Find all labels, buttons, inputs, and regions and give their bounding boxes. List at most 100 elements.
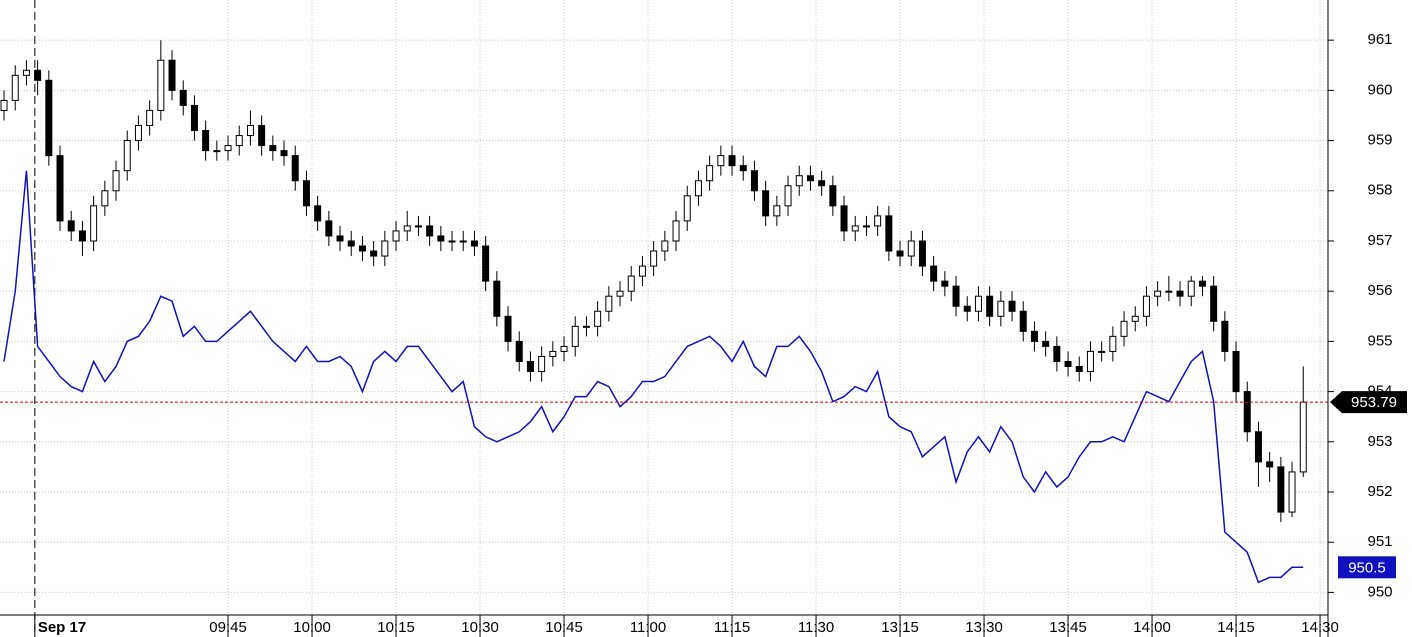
x-tick-label: 11:30 <box>798 619 834 636</box>
candle-body <box>1053 345 1061 362</box>
candle-body <box>728 155 736 167</box>
grid <box>0 0 1328 637</box>
candle-body <box>1277 466 1285 513</box>
y-tick-label: 961 <box>1367 31 1392 48</box>
candle-body <box>907 240 915 257</box>
candle-body <box>190 104 198 132</box>
candle-body <box>1243 391 1251 433</box>
candle-body <box>1131 315 1139 322</box>
line-series <box>3 170 1304 584</box>
candle-body <box>67 220 75 232</box>
candle-body <box>157 59 165 111</box>
candle-body <box>1154 290 1162 297</box>
candle-body <box>470 240 478 247</box>
candle-body <box>482 245 490 282</box>
candle-body <box>403 225 411 232</box>
candle-body <box>594 310 602 327</box>
candle-body <box>1142 295 1150 317</box>
candle-body <box>1042 340 1050 347</box>
candle-body <box>1098 350 1106 353</box>
x-tick-label: 10:30 <box>461 619 499 636</box>
candle-body <box>941 280 949 287</box>
candle-body <box>616 290 624 297</box>
candle-body <box>134 125 142 142</box>
candle-body <box>672 220 680 242</box>
candle-body <box>571 325 579 347</box>
candle-body <box>683 195 691 222</box>
candle-body <box>1064 360 1072 367</box>
candle-body <box>459 240 467 243</box>
candle-body <box>258 125 266 147</box>
candle-body <box>302 180 310 207</box>
x-tick-label: 13:30 <box>965 619 1003 636</box>
line-last-label: 950.5 <box>1348 559 1386 576</box>
candle-body <box>90 205 98 242</box>
y-tick-label: 958 <box>1367 182 1392 199</box>
candle-body <box>918 240 926 267</box>
candle-body <box>246 125 254 137</box>
candle-body <box>1266 461 1274 468</box>
candle-body <box>146 109 154 127</box>
candle-body <box>1299 401 1307 473</box>
x-tick-label: Sep 17 <box>38 619 86 636</box>
candle-body <box>437 235 445 242</box>
candle-body <box>952 285 960 307</box>
candle-body <box>963 305 971 312</box>
candle-body <box>1254 431 1262 463</box>
candle-body <box>347 240 355 247</box>
candle-body <box>426 225 434 237</box>
candle-body <box>1165 290 1173 293</box>
candle-body <box>1030 330 1038 342</box>
candle-body <box>123 140 131 172</box>
x-tick-label: 09:45 <box>209 619 247 636</box>
candle-body <box>101 190 109 207</box>
candle-body <box>22 69 30 76</box>
candle-body <box>1210 285 1218 322</box>
candle-body <box>829 185 837 207</box>
candle-body <box>336 235 344 242</box>
candle-body <box>750 170 758 192</box>
candle-body <box>851 225 859 232</box>
candle-body <box>974 295 982 312</box>
candle-body <box>493 280 501 317</box>
candle-body <box>549 350 557 357</box>
candle-body <box>650 250 658 267</box>
x-tick-label: 14:15 <box>1217 619 1255 636</box>
candle-body <box>358 245 366 252</box>
x-tick-label: 10:00 <box>293 619 331 636</box>
candle-body <box>325 220 333 237</box>
candle-body <box>56 155 64 222</box>
candle-body <box>34 69 42 81</box>
candle-body <box>773 205 781 217</box>
x-tick-label: 10:15 <box>377 619 415 636</box>
candle-body <box>179 89 187 106</box>
candle-body <box>986 295 994 317</box>
candle-body <box>224 145 232 152</box>
candle-body <box>818 180 826 187</box>
candle-body <box>795 175 803 187</box>
candle-body <box>717 155 725 167</box>
candle-body <box>202 130 210 152</box>
candle-body <box>706 165 714 182</box>
candle-body <box>1109 335 1117 352</box>
x-tick-label: 11:15 <box>714 619 750 636</box>
candle-body <box>213 150 221 153</box>
candle-body <box>1187 280 1195 297</box>
candle-body <box>694 180 702 197</box>
candle-body <box>840 205 848 232</box>
x-tick-label: 10:45 <box>545 619 583 636</box>
candle-body <box>784 185 792 207</box>
candle-body <box>78 230 86 242</box>
candle-body <box>1086 350 1094 373</box>
candle-body <box>291 155 299 182</box>
candle-body <box>1288 471 1296 513</box>
candle-body <box>0 99 8 111</box>
candle-body <box>638 265 646 277</box>
candle-body <box>515 340 523 362</box>
candle-body <box>582 325 590 328</box>
candle-body <box>605 295 613 312</box>
candle-body <box>930 265 938 282</box>
candle-body <box>1120 320 1128 337</box>
y-tick-label: 957 <box>1367 232 1392 249</box>
